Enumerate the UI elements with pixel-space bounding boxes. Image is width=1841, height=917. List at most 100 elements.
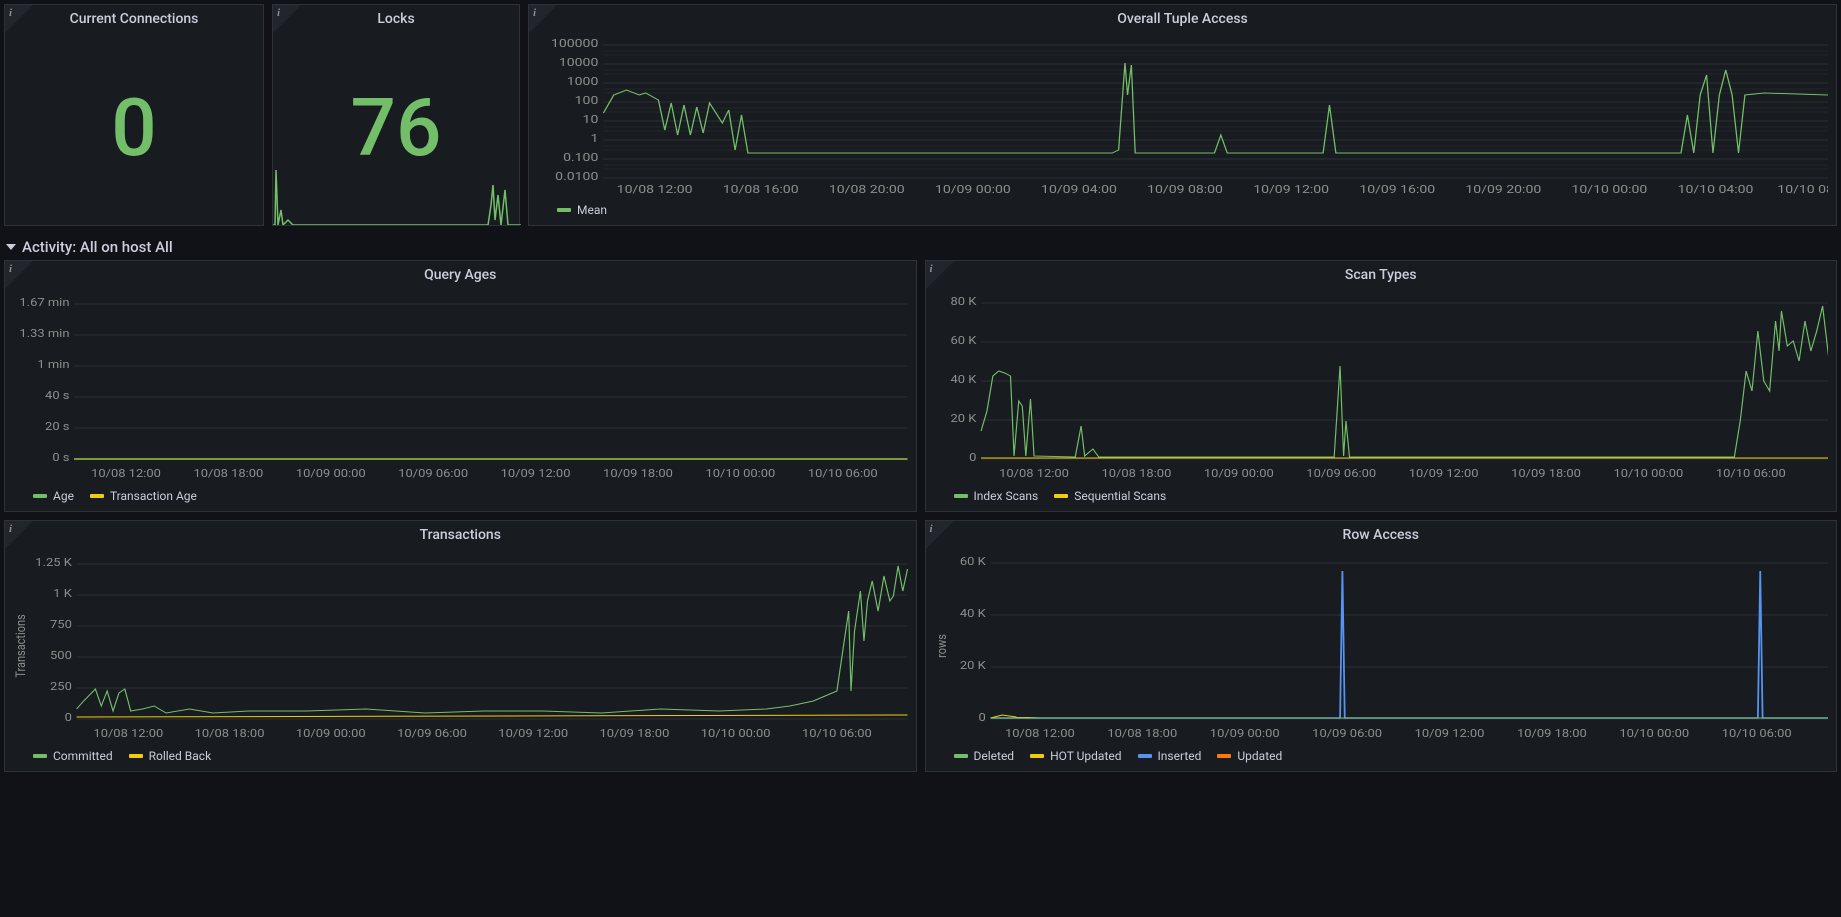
- info-icon[interactable]: i: [930, 523, 933, 535]
- legend-item[interactable]: Sequential Scans: [1054, 489, 1166, 503]
- svg-text:750: 750: [50, 618, 72, 631]
- svg-text:10/10 06:00: 10/10 06:00: [802, 727, 872, 740]
- legend-item[interactable]: Committed: [33, 749, 113, 763]
- svg-text:1000: 1000: [567, 75, 599, 88]
- section-toggle[interactable]: Activity: All on host All: [4, 234, 1837, 260]
- legend: Committed Rolled Back: [5, 743, 916, 771]
- row-3: i Transactions Transactions 0 250 500 75…: [4, 520, 1837, 772]
- chart-body[interactable]: 0 20 K 40 K 60 K 80 K 10/08 12:00: [926, 287, 1837, 483]
- svg-text:100: 100: [575, 94, 599, 107]
- section-title: Activity: All on host All: [22, 238, 173, 256]
- legend-item[interactable]: Rolled Back: [129, 749, 212, 763]
- svg-text:10/08 16:00: 10/08 16:00: [723, 183, 799, 195]
- svg-text:10/08 12:00: 10/08 12:00: [1005, 727, 1075, 740]
- svg-text:10/10 06:00: 10/10 06:00: [1715, 467, 1785, 480]
- panel-title: Scan Types: [926, 261, 1837, 287]
- svg-text:10/09 12:00: 10/09 12:00: [498, 727, 568, 740]
- chart-body[interactable]: Transactions 0 250 500 750 1 K 1.25 K: [5, 547, 916, 743]
- svg-text:10/09 06:00: 10/09 06:00: [1306, 467, 1376, 480]
- svg-text:10/08 18:00: 10/08 18:00: [1107, 727, 1177, 740]
- svg-text:40 K: 40 K: [959, 607, 985, 620]
- svg-text:0: 0: [978, 711, 986, 724]
- info-icon[interactable]: i: [9, 263, 12, 275]
- info-icon[interactable]: i: [9, 7, 12, 19]
- info-icon[interactable]: i: [9, 523, 12, 535]
- panel-title: Locks: [273, 5, 519, 31]
- svg-text:Transactions: Transactions: [13, 614, 28, 677]
- legend-item[interactable]: HOT Updated: [1030, 749, 1121, 763]
- svg-text:60 K: 60 K: [950, 334, 976, 347]
- svg-text:10/08 18:00: 10/08 18:00: [1101, 467, 1171, 480]
- svg-text:20 s: 20 s: [45, 420, 69, 433]
- legend-item[interactable]: Updated: [1217, 749, 1282, 763]
- legend: Deleted HOT Updated Inserted Updated: [926, 743, 1837, 771]
- legend-item[interactable]: Transaction Age: [90, 489, 197, 503]
- svg-text:10/09 08:00: 10/09 08:00: [1147, 183, 1223, 195]
- svg-text:10/09 00:00: 10/09 00:00: [296, 727, 366, 740]
- svg-text:10/09 00:00: 10/09 00:00: [935, 183, 1011, 195]
- svg-text:10/10 06:00: 10/10 06:00: [808, 467, 878, 480]
- panel-transactions: i Transactions Transactions 0 250 500 75…: [4, 520, 917, 772]
- svg-text:10000: 10000: [559, 56, 598, 69]
- chevron-down-icon: [6, 244, 16, 250]
- svg-text:10/08 12:00: 10/08 12:00: [93, 727, 163, 740]
- svg-text:500: 500: [50, 649, 72, 662]
- x-axis: 10/08 12:00 10/08 16:00 10/08 20:00 10/0…: [617, 183, 1828, 195]
- svg-text:1.33 min: 1.33 min: [19, 327, 69, 340]
- svg-text:10/09 18:00: 10/09 18:00: [1516, 727, 1586, 740]
- legend: Index Scans Sequential Scans: [926, 483, 1837, 511]
- svg-text:10/09 04:00: 10/09 04:00: [1041, 183, 1117, 195]
- panel-title: Overall Tuple Access: [529, 5, 1836, 31]
- svg-text:10/10 00:00: 10/10 00:00: [1572, 183, 1648, 195]
- svg-text:10: 10: [583, 113, 599, 126]
- info-icon[interactable]: i: [930, 263, 933, 275]
- svg-text:10/08 12:00: 10/08 12:00: [999, 467, 1069, 480]
- svg-text:80 K: 80 K: [950, 295, 976, 308]
- legend-item[interactable]: Index Scans: [954, 489, 1039, 503]
- panel-scan-types: i Scan Types 0 20 K 40 K 60 K 80 K: [925, 260, 1838, 512]
- svg-text:1 K: 1 K: [53, 587, 72, 600]
- svg-text:60 K: 60 K: [959, 555, 985, 568]
- svg-text:10/09 16:00: 10/09 16:00: [1359, 183, 1435, 195]
- svg-text:10/09 18:00: 10/09 18:00: [600, 727, 670, 740]
- chart-body[interactable]: 0 s 20 s 40 s 1 min 1.33 min 1.67 min: [5, 287, 916, 483]
- svg-text:10/09 00:00: 10/09 00:00: [296, 467, 366, 480]
- y-axis: 0.0100 0.100 1 10 100 1000 10000 100000: [551, 37, 598, 183]
- svg-text:10/09 20:00: 10/09 20:00: [1465, 183, 1541, 195]
- row-2: i Query Ages 0 s 20 s 40 s 1 min 1.33 mi…: [4, 260, 1837, 512]
- svg-text:40 s: 40 s: [45, 389, 69, 402]
- svg-text:20 K: 20 K: [950, 412, 976, 425]
- panel-title: Current Connections: [5, 5, 263, 31]
- chart-body[interactable]: 0.0100 0.100 1 10 100 1000 10000 100000: [529, 31, 1836, 197]
- panel-row-access: i Row Access rows 0 20 K 40 K 60 K: [925, 520, 1838, 772]
- legend-item[interactable]: Mean: [557, 203, 607, 217]
- info-icon[interactable]: i: [533, 7, 536, 19]
- legend: Age Transaction Age: [5, 483, 916, 511]
- svg-text:1.25 K: 1.25 K: [35, 556, 72, 569]
- svg-text:10/09 12:00: 10/09 12:00: [1408, 467, 1478, 480]
- legend-item[interactable]: Deleted: [954, 749, 1015, 763]
- panel-connections: i Current Connections 0: [4, 4, 264, 226]
- svg-text:10/10 00:00: 10/10 00:00: [705, 467, 775, 480]
- svg-text:10/09 06:00: 10/09 06:00: [398, 467, 468, 480]
- top-row: i Current Connections 0 i Locks 76 i Ove…: [4, 4, 1837, 226]
- svg-text:rows: rows: [934, 634, 949, 658]
- panel-query-ages: i Query Ages 0 s 20 s 40 s 1 min 1.33 mi…: [4, 260, 917, 512]
- legend-item[interactable]: Inserted: [1138, 749, 1202, 763]
- chart-body[interactable]: rows 0 20 K 40 K 60 K 10/: [926, 547, 1837, 743]
- svg-text:10/10 00:00: 10/10 00:00: [701, 727, 771, 740]
- svg-text:10/08 20:00: 10/08 20:00: [829, 183, 905, 195]
- svg-text:1 min: 1 min: [37, 358, 69, 371]
- svg-text:40 K: 40 K: [950, 373, 976, 386]
- locks-sparkline: [273, 165, 521, 225]
- svg-text:10/09 06:00: 10/09 06:00: [397, 727, 467, 740]
- svg-text:10/08 12:00: 10/08 12:00: [617, 183, 693, 195]
- panel-locks: i Locks 76: [272, 4, 520, 226]
- info-icon[interactable]: i: [277, 7, 280, 19]
- svg-text:0.0100: 0.0100: [555, 170, 598, 183]
- panel-tuple-access: i Overall Tuple Access 0.0100 0.100 1 10…: [528, 4, 1837, 226]
- svg-text:10/10 06:00: 10/10 06:00: [1721, 727, 1791, 740]
- legend-item[interactable]: Age: [33, 489, 74, 503]
- svg-text:10/09 00:00: 10/09 00:00: [1209, 727, 1279, 740]
- legend: Mean: [529, 197, 1836, 225]
